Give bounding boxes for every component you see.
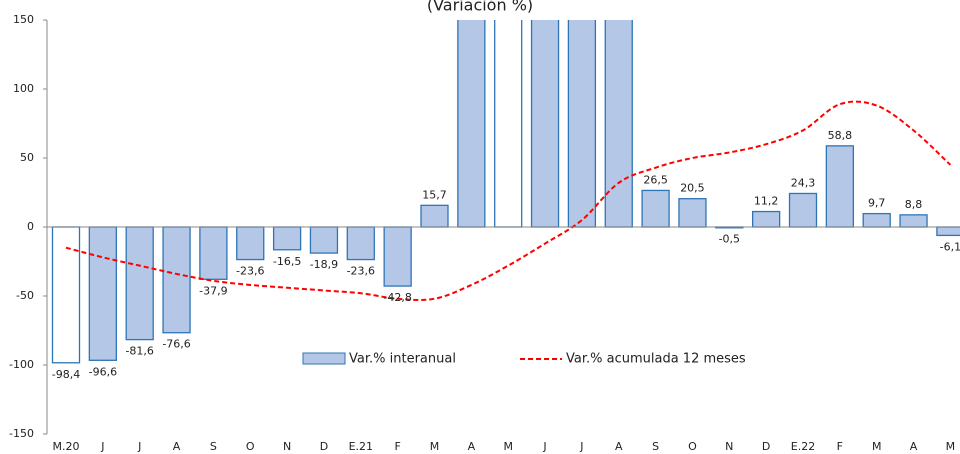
y-tick-label: 100 <box>13 82 34 95</box>
y-tick-label: 0 <box>27 220 34 233</box>
x-tick-label: M <box>430 440 440 453</box>
x-tick-label: J <box>579 440 583 453</box>
x-tick-label: E.21 <box>349 440 373 453</box>
bar <box>530 20 560 228</box>
x-tick-label: A <box>173 440 181 453</box>
value-label: -37,9 <box>199 284 227 297</box>
bar <box>567 20 597 228</box>
x-tick-label: N <box>283 440 291 453</box>
value-label: 24,3 <box>791 176 816 189</box>
chart-title: (Variación %) <box>427 0 533 15</box>
bar <box>309 226 339 254</box>
y-tick-label: -50 <box>16 289 34 302</box>
x-tick-label: M <box>946 440 956 453</box>
plot-area <box>51 20 960 364</box>
bar <box>346 226 375 261</box>
x-tick-label: M <box>872 440 882 453</box>
value-label: -18,9 <box>310 258 338 271</box>
bar <box>457 20 486 228</box>
bar <box>125 226 154 341</box>
value-label: -0,5 <box>719 233 740 246</box>
bar <box>494 20 523 228</box>
x-tick-label: A <box>615 440 623 453</box>
value-label: -23,6 <box>347 265 375 278</box>
bar <box>162 226 191 334</box>
x-tick-label: F <box>394 440 400 453</box>
x-tick-label: N <box>725 440 733 453</box>
x-tick-label: E.22 <box>791 440 815 453</box>
value-label: 9,7 <box>868 197 886 210</box>
x-tick-label: O <box>246 440 255 453</box>
value-label: -98,4 <box>52 368 80 381</box>
y-tick-label: -100 <box>9 358 34 371</box>
value-label: -96,6 <box>89 365 117 378</box>
x-tick-label: S <box>652 440 659 453</box>
bar <box>604 20 633 228</box>
value-label: 15,7 <box>422 188 447 201</box>
x-tick-label: A <box>910 440 918 453</box>
bar <box>899 214 928 228</box>
y-tick-label: -150 <box>9 427 34 440</box>
value-label: -81,6 <box>125 345 153 358</box>
x-tick-label: S <box>210 440 217 453</box>
value-label: 58,8 <box>828 129 853 142</box>
y-tick-label: 150 <box>13 13 34 26</box>
line <box>65 100 952 302</box>
y-tick-label: 50 <box>20 151 34 164</box>
value-label: -42,8 <box>383 291 411 304</box>
x-tick-label: F <box>837 440 843 453</box>
value-label: -23,6 <box>236 265 264 278</box>
x-tick-label: J <box>137 440 141 453</box>
bar <box>272 226 302 251</box>
x-tick-label: O <box>688 440 697 453</box>
x-tick-label: J <box>100 440 104 453</box>
value-label: 20,5 <box>680 182 705 195</box>
x-tick-label: D <box>320 440 328 453</box>
bar <box>199 226 228 280</box>
x-tick-label: M.20 <box>53 440 80 453</box>
legend-label: Var.% acumulada 12 meses <box>566 352 746 367</box>
bar <box>936 226 960 237</box>
legend-swatch <box>302 352 346 365</box>
value-label: -76,6 <box>162 338 190 351</box>
bar <box>420 204 449 228</box>
bar <box>88 226 117 361</box>
value-label: 11,2 <box>754 195 779 208</box>
bar <box>383 226 412 287</box>
value-label: 26,5 <box>643 173 668 186</box>
bar <box>788 192 818 228</box>
x-tick-label: M <box>503 440 513 453</box>
bar <box>862 212 891 228</box>
value-label: -16,5 <box>273 255 301 268</box>
bar <box>641 189 670 228</box>
bar <box>236 226 265 261</box>
legend-label: Var.% interanual <box>349 352 456 367</box>
bar <box>678 198 707 228</box>
x-tick-label: J <box>542 440 546 453</box>
bar <box>825 145 854 228</box>
x-tick-label: A <box>468 440 476 453</box>
bar <box>752 210 781 228</box>
value-label: -6,1 <box>940 240 960 253</box>
bar <box>51 226 81 364</box>
x-tick-label: D <box>762 440 770 453</box>
value-label: 8,8 <box>905 198 923 211</box>
